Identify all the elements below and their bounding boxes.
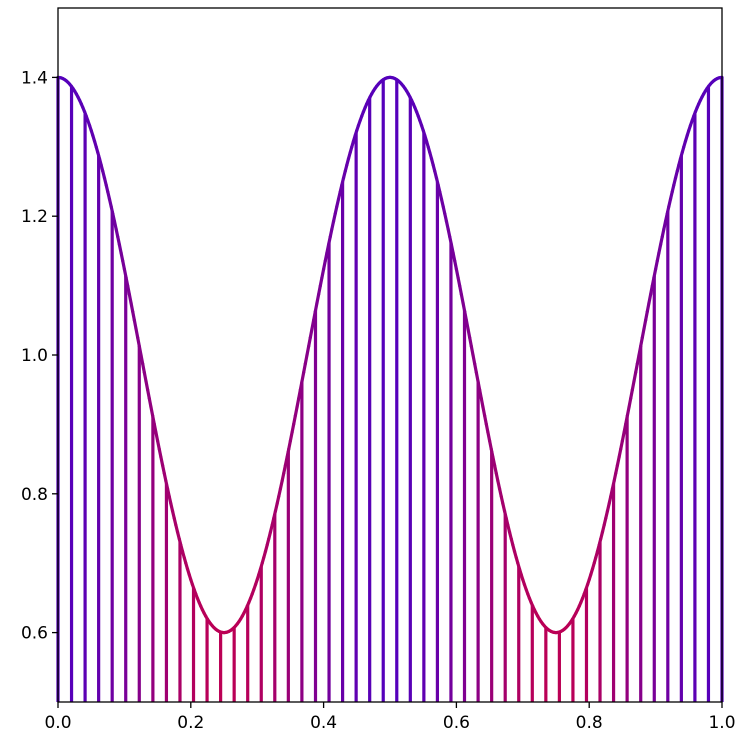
x-tick-label-5: 1.0 xyxy=(708,713,735,733)
curve-group xyxy=(56,75,724,635)
y-tick-label-0: 0.6 xyxy=(21,624,48,644)
x-tick-label-0: 0.0 xyxy=(44,713,71,733)
y-tick-label-3: 1.2 xyxy=(21,207,48,227)
plot-frame xyxy=(57,7,723,703)
y-tick-label-2: 1.0 xyxy=(21,346,48,366)
x-tick-label-3: 0.6 xyxy=(443,713,470,733)
y-tick-label-1: 0.8 xyxy=(21,485,48,505)
x-tick-label-1: 0.2 xyxy=(177,713,204,733)
stems-group xyxy=(56,77,724,702)
y-axis: 0.6 0.8 1.0 1.2 1.4 xyxy=(21,68,58,644)
x-axis: 0.0 0.2 0.4 0.6 0.8 1.0 xyxy=(44,702,736,733)
x-tick-label-2: 0.4 xyxy=(310,713,337,733)
x-tick-label-4: 0.8 xyxy=(576,713,603,733)
y-tick-label-4: 1.4 xyxy=(21,68,48,88)
